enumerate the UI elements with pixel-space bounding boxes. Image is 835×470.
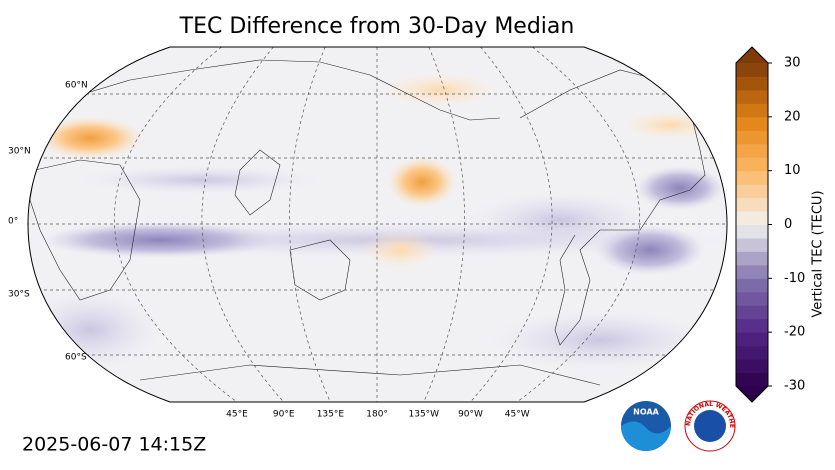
coastlines [29,59,706,386]
colorbar-band [736,103,768,118]
lon-label: 45°W [505,410,530,420]
colorbar-band [736,318,768,333]
noaa-wave [621,421,671,451]
lon-label: 180° [366,410,388,420]
lon-label: 135°E [317,410,345,420]
map-outline [27,46,728,403]
colorbar-tick-label: 20 [784,109,801,124]
timestamp: 2025-06-07 14:15Z [22,434,206,456]
colorbar-band [736,130,768,145]
grid-line [289,47,331,402]
lon-label: 90°E [273,410,295,420]
lon-label: 45°E [226,410,248,420]
colorbar-band [736,305,768,320]
field-blob [386,156,458,208]
field-blob [28,290,160,370]
colorbar-label: Vertical TEC (TECU) [811,190,826,317]
colorbar-band [736,359,768,374]
lon-label: 90°W [458,410,483,420]
colorbar-band [736,264,768,279]
colorbar-band [736,184,768,199]
colorbar-tick-label: 10 [784,163,801,178]
colorbar-band [736,89,768,104]
colorbar-band [736,211,768,225]
grid-line [423,47,465,402]
colorbar-band [736,76,768,91]
colorbar-band [736,332,768,347]
grid-line [114,47,238,402]
colorbar-band [736,143,768,158]
map [28,47,727,402]
lat-label: 60°N [65,81,88,91]
colorbar-band [736,63,768,77]
colorbar-tick-label: -20 [784,325,805,340]
field-blob [35,116,145,160]
colorbar-band [736,278,768,293]
colorbar-tick-label: 30 [784,56,801,71]
graticule [28,47,727,402]
colorbar-band [736,251,768,266]
field-blob [595,225,705,275]
grid-line [516,47,640,402]
field-blob [635,166,725,210]
colorbar-band [736,116,768,131]
lon-label: 135°W [409,410,440,420]
field-band [40,222,280,258]
field-blob [380,72,500,108]
colorbar-band [736,372,768,387]
colorbar-band [736,157,768,172]
colorbar-band [736,224,768,239]
field-band [470,192,650,248]
lat-label: 30°S [8,290,30,300]
noaa-logo: NOAA [621,401,671,451]
field-blob [620,110,720,140]
colorbar-tick-label: -30 [784,379,805,394]
lat-label: 0° [8,217,18,227]
colorbar-extend-top [736,47,768,63]
colorbar-tick-label: 0 [784,217,792,232]
field-band [80,166,320,194]
colorbar-band [736,291,768,306]
colorbar-band [736,237,768,252]
noaa-text: NOAA [633,408,659,417]
colorbar-band [736,345,768,360]
colorbar-tick-label: -10 [784,271,805,286]
colorbar-band [736,170,768,185]
title: TEC Difference from 30-Day Median [179,14,575,39]
lat-label: 30°N [8,147,31,157]
field-blob [490,310,710,370]
lat-label: 60°S [65,353,87,363]
nws-disc [694,410,726,442]
colorbar-extend-bottom [736,386,768,402]
field-blob [360,230,440,270]
colorbar-band [736,197,768,212]
